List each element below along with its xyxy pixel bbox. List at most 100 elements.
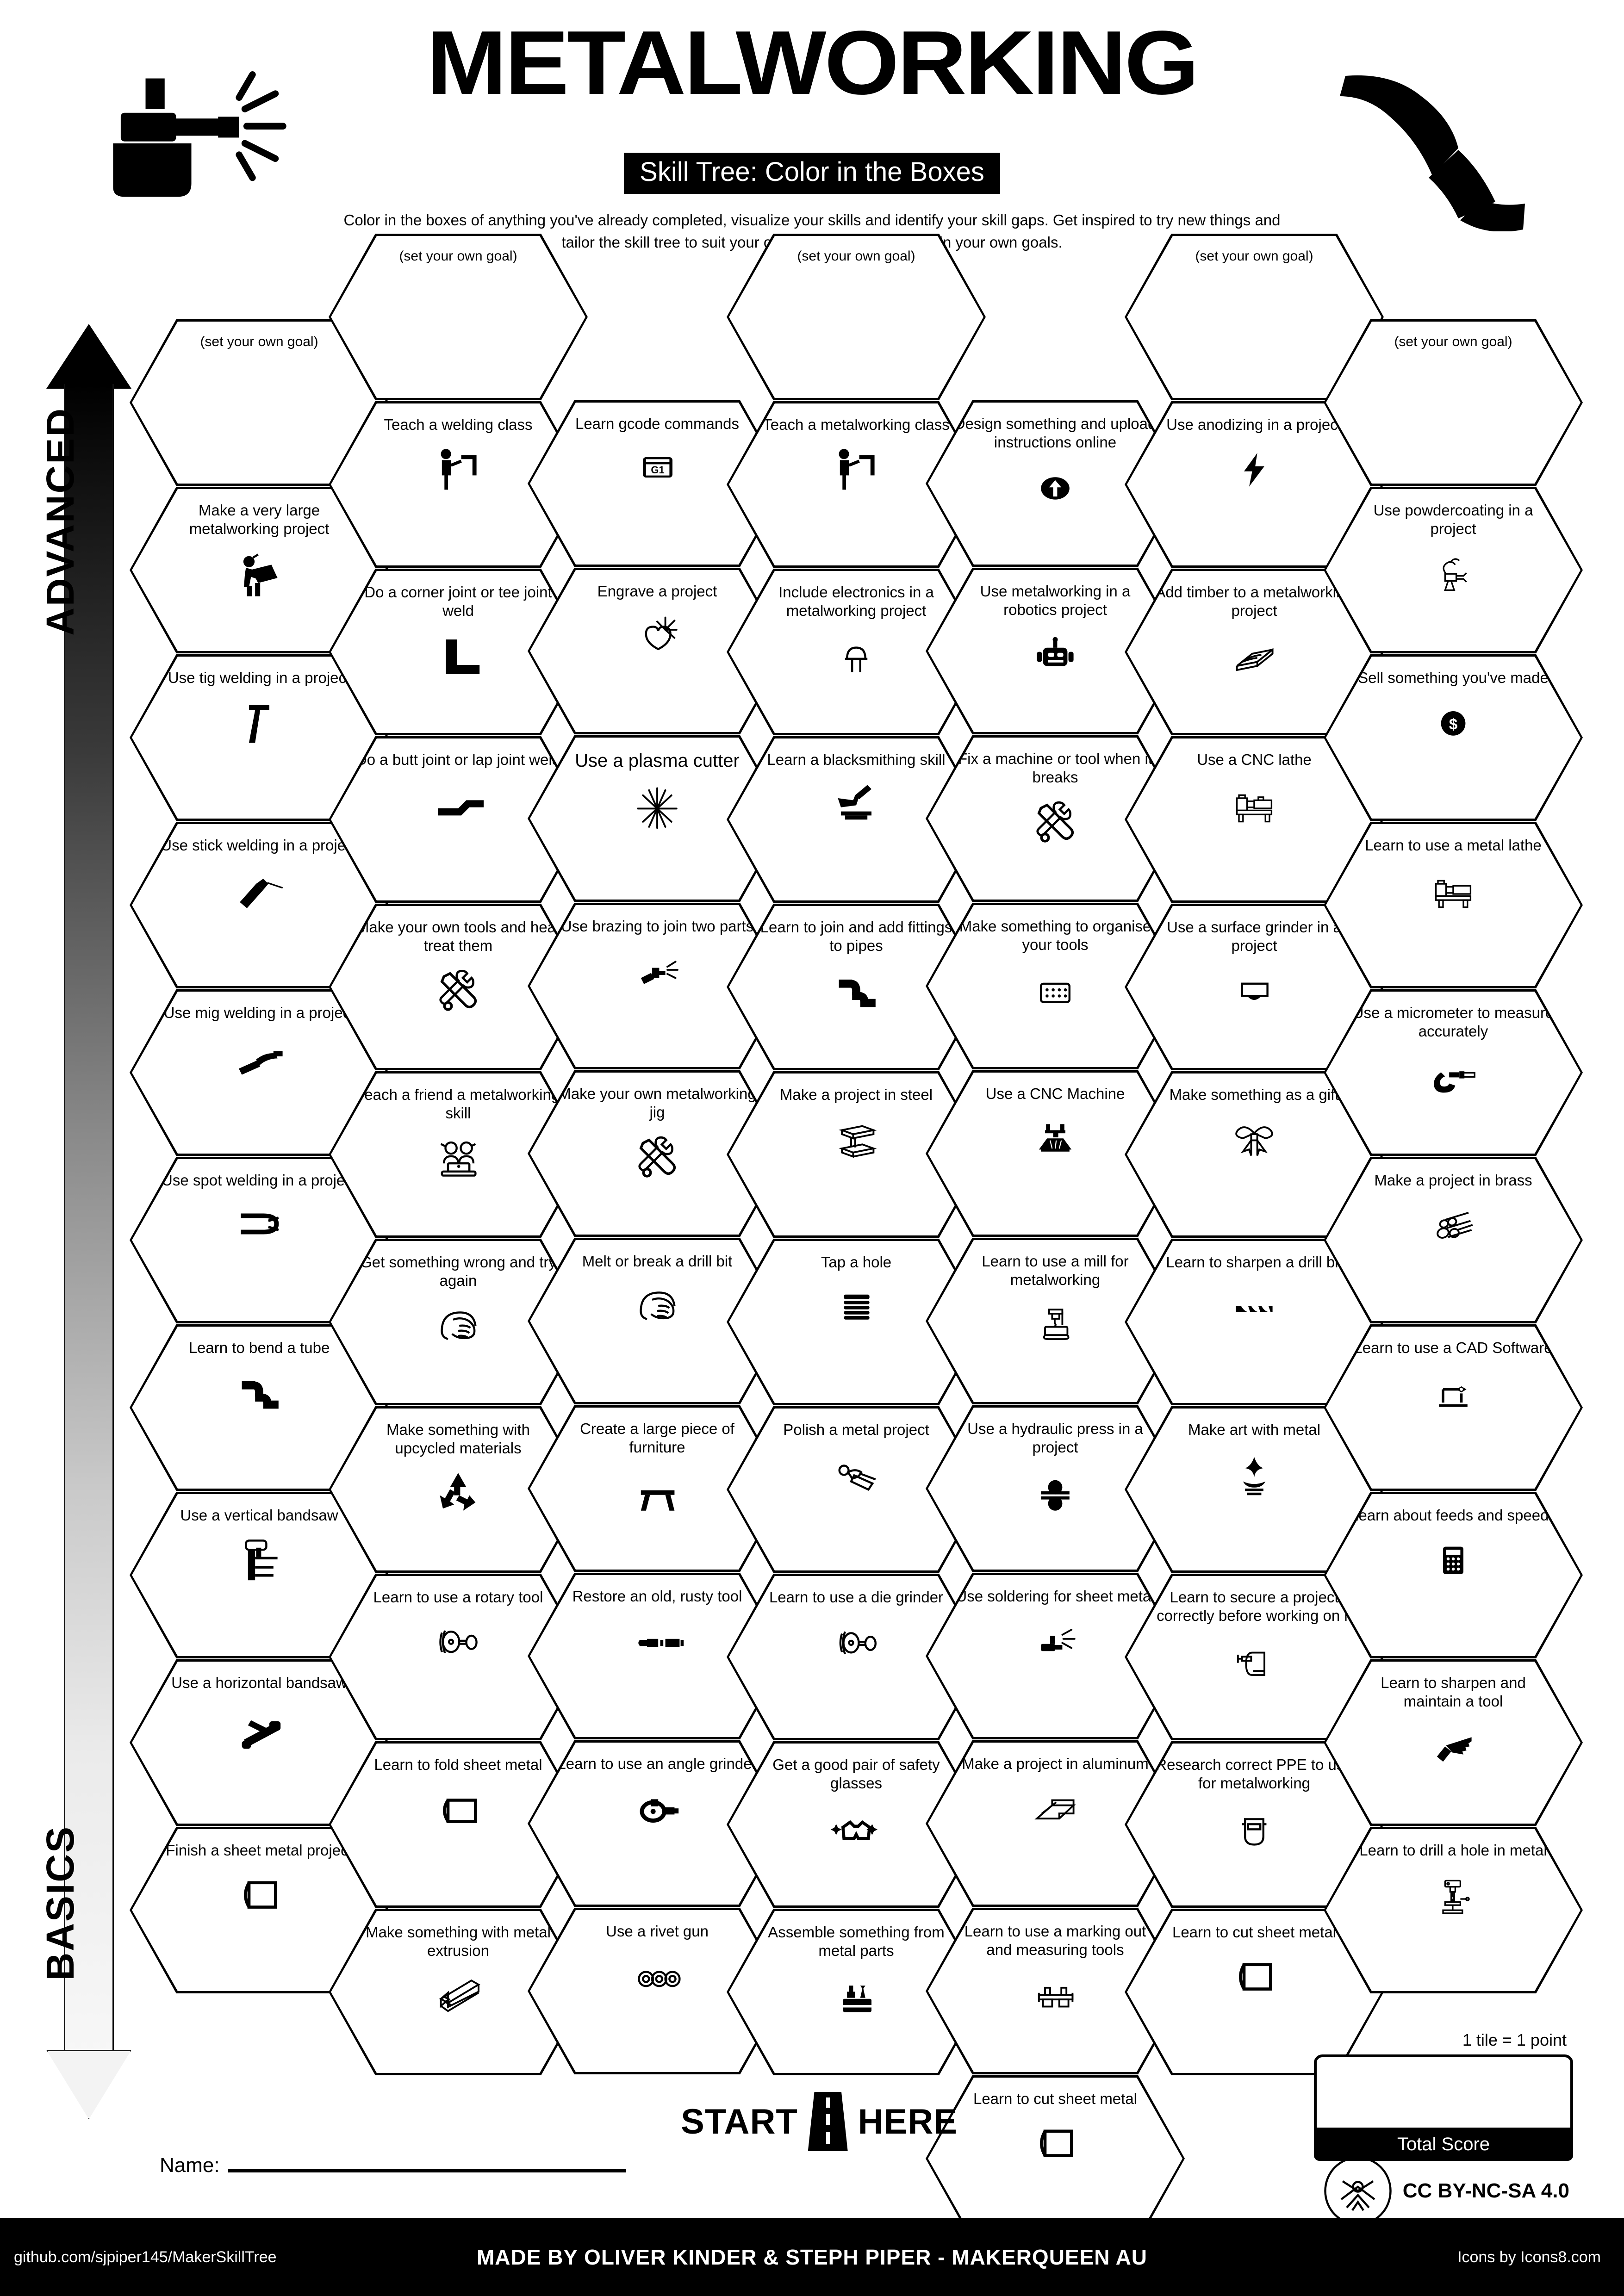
skill-hex-tile[interactable]: Use a horizontal bandsaw — [130, 1659, 389, 1826]
hex-body[interactable]: Learn to bend a tube — [132, 1327, 386, 1489]
skill-hex-tile[interactable]: Use a rivet gun — [528, 1908, 787, 2074]
footer-repo-link[interactable]: github.com/sjpiper145/MakerSkillTree — [14, 2248, 277, 2266]
skill-hex-tile[interactable]: Make a project in brass — [1324, 1157, 1583, 1323]
hex-body[interactable]: Use tig welding in a project — [132, 657, 386, 819]
hex-label: Use a hydraulic press in a project — [967, 1420, 1143, 1456]
hex-body[interactable]: (set your own goal) — [729, 236, 983, 398]
skill-hex-tile[interactable]: Create a large piece of furniture — [528, 1405, 787, 1572]
name-label: Name: — [160, 2154, 220, 2177]
hex-body[interactable]: Learn to use a metal lathe — [1326, 824, 1580, 986]
skill-hex-tile[interactable]: Sell something you've made $ — [1324, 654, 1583, 821]
skill-hex-tile[interactable]: Learn to use a CAD Software — [1324, 1324, 1583, 1491]
skill-hex-tile[interactable]: Polish a metal project — [727, 1406, 986, 1573]
hex-body[interactable]: Make a very large metalworking project — [132, 489, 386, 651]
hex-label: Make something as a gift — [1169, 1086, 1339, 1103]
footer-icons-credit[interactable]: Icons by Icons8.com — [1457, 2248, 1601, 2266]
brazing-torch-icon — [629, 940, 685, 999]
hex-body[interactable]: Use anodizing in a project — [1127, 403, 1381, 565]
hex-body[interactable]: Make art with metal — [1127, 1409, 1381, 1570]
hex-label: Learn to cut sheet metal — [1172, 1924, 1337, 1941]
hex-label: Make something with metal extrusion — [366, 1924, 551, 1960]
skill-hex-tile[interactable]: (set your own goal) — [1324, 319, 1583, 486]
hex-body[interactable]: Add timber to a metalworking project — [1127, 571, 1381, 733]
hex-body[interactable]: Teach a welding class — [331, 403, 585, 565]
skill-hex-tile[interactable]: Make a very large metalworking project — [130, 487, 389, 653]
skill-hex-tile[interactable]: Get something wrong and try again — [329, 1239, 588, 1405]
skill-hex-tile[interactable]: Use stick welding in a project — [130, 822, 389, 988]
hex-body[interactable]: Use mig welding in a project — [132, 992, 386, 1154]
total-score-box[interactable]: 1 tile = 1 point Total Score — [1314, 2030, 1573, 2161]
hex-body[interactable]: Learn about feeds and speeds — [1326, 1494, 1580, 1656]
hex-body[interactable]: (set your own goal) — [132, 322, 386, 484]
name-field[interactable]: Name: — [160, 2154, 626, 2177]
skill-hex-tile[interactable]: Do a corner joint or tee joint weld — [329, 569, 588, 735]
skill-hex-tile[interactable]: Learn to cut sheet metal — [926, 2075, 1185, 2242]
skill-hex-tile[interactable]: Learn to use a metal lathe — [1324, 822, 1583, 988]
hex-body[interactable]: Learn to cut sheet metal — [928, 2078, 1182, 2240]
skill-hex-tile[interactable]: (set your own goal) — [727, 234, 986, 400]
hex-body[interactable]: Learn to sharpen a drill bit — [1127, 1241, 1381, 1403]
skill-hex-tile[interactable]: Get a good pair of safety glasses — [727, 1741, 986, 1908]
skill-hex-tile[interactable]: Learn about feeds and speeds — [1324, 1492, 1583, 1658]
hex-body[interactable]: Learn to cut sheet metal — [1127, 1911, 1381, 2073]
hex-label: Learn to use an angle grinder — [557, 1755, 757, 1772]
hex-body[interactable]: Make something as a gift — [1127, 1074, 1381, 1235]
clamp-icon — [1226, 1630, 1282, 1689]
hex-body[interactable]: Use a surface grinder in a project — [1127, 906, 1381, 1068]
hex-body[interactable]: Make a project in brass — [1326, 1159, 1580, 1321]
skill-hex-tile[interactable]: Use metalworking in a robotics project — [926, 568, 1185, 734]
skill-hex-tile[interactable]: Make something to organise your tools — [926, 903, 1185, 1069]
skill-hex-tile[interactable]: Teach a metalworking class — [727, 401, 986, 568]
skill-hex-tile[interactable]: Make your own tools and heat treat them — [329, 904, 588, 1070]
screwdriver-wrench-icon — [1027, 792, 1083, 851]
hex-label: Use a vertical bandsaw — [180, 1507, 338, 1524]
facepalm-icon — [629, 1275, 685, 1334]
milling-machine-icon — [1027, 1294, 1083, 1353]
hex-label: Assemble something from metal parts — [768, 1924, 945, 1960]
hex-body[interactable]: Use powdercoating in a project — [1326, 489, 1580, 651]
hex-body[interactable]: Finish a sheet metal project — [132, 1829, 386, 1991]
hex-body[interactable]: Polish a metal project — [729, 1409, 983, 1570]
metal-art-flame-icon — [1226, 1444, 1282, 1503]
hex-body[interactable]: Learn to use a CAD Software — [1326, 1327, 1580, 1489]
angle-grinder-icon — [629, 1778, 685, 1837]
hex-body[interactable]: (set your own goal) — [1326, 322, 1580, 484]
skill-hex-tile[interactable]: Learn to drill a hole in metal — [1324, 1827, 1583, 1993]
skill-hex-tile[interactable]: Include electronics in a metalworking pr… — [727, 569, 986, 735]
hex-body[interactable]: (set your own goal) — [1127, 236, 1381, 398]
skill-hex-tile[interactable]: Use brazing to join two parts — [528, 903, 787, 1069]
skill-hex-tile[interactable]: Make your own metalworking jig — [528, 1070, 787, 1237]
hex-body[interactable]: Get something wrong and try again — [331, 1241, 585, 1403]
svg-text:$: $ — [1449, 716, 1457, 733]
hex-body[interactable]: Use a vertical bandsaw — [132, 1494, 386, 1656]
hex-label: Use a micrometer to measure accurately — [1352, 1004, 1554, 1040]
skill-hex-tile[interactable]: Use a micrometer to measure accurately — [1324, 989, 1583, 1156]
folded-sheet-icon — [430, 1779, 486, 1838]
lap-joint-icon — [430, 774, 486, 833]
hex-body[interactable]: Learn to sharpen and maintain a tool — [1326, 1662, 1580, 1824]
hex-body[interactable]: (set your own goal) — [331, 236, 585, 398]
hex-label: Learn a blacksmithing skill — [767, 751, 946, 768]
skill-hex-tile[interactable]: (set your own goal) — [329, 234, 588, 400]
name-input-rule[interactable] — [228, 2169, 626, 2172]
hex-body[interactable]: Use a micrometer to measure accurately — [1326, 992, 1580, 1154]
hex-body[interactable]: Use stick welding in a project — [132, 824, 386, 986]
skill-hex-tile[interactable]: Use powdercoating in a project — [1324, 487, 1583, 653]
hex-body[interactable]: Sell something you've made $ — [1326, 657, 1580, 819]
hex-label: Use a CNC Machine — [985, 1085, 1125, 1102]
hex-body[interactable]: Use spot welding in a project — [132, 1159, 386, 1321]
skill-hex-tile[interactable]: Learn to use a marking out and measuring… — [926, 1908, 1185, 2074]
old-file-tool-icon — [629, 1610, 685, 1669]
skill-hex-tile[interactable]: Learn to sharpen and maintain a tool — [1324, 1659, 1583, 1826]
hex-body[interactable]: Use a horizontal bandsaw — [132, 1662, 386, 1824]
hex-label: Learn to sharpen and maintain a tool — [1381, 1674, 1526, 1710]
hex-body[interactable]: Learn to secure a project correctly befo… — [1127, 1576, 1381, 1738]
hex-body[interactable]: Research correct PPE to use for metalwor… — [1127, 1744, 1381, 1905]
footer-bar: github.com/sjpiper145/MakerSkillTree MAD… — [0, 2218, 1624, 2296]
skill-hex-tile[interactable]: Learn to join and add fittings to pipes — [727, 904, 986, 1070]
hex-label: Learn to use a rotary tool — [373, 1589, 543, 1606]
page-title: METALWORKING — [427, 12, 1199, 113]
hex-body[interactable]: Use a CNC lathe — [1127, 738, 1381, 900]
hex-body[interactable]: Learn to drill a hole in metal — [1326, 1829, 1580, 1991]
